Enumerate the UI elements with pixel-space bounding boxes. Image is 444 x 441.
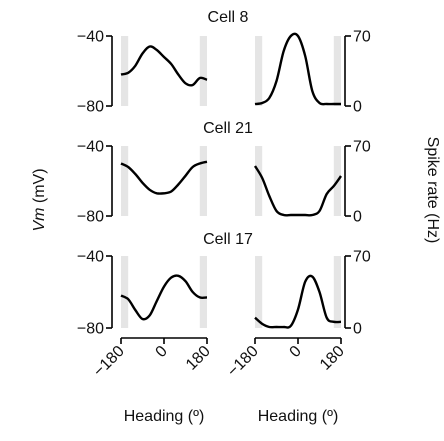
x-tick-label: 0 xyxy=(287,343,305,361)
vm-tick-label: −80 xyxy=(77,321,104,338)
panel-row: Cell 8 −80 −40 0 70 xyxy=(77,9,371,116)
x-tick-label: −180 xyxy=(224,343,262,381)
shade-vm xyxy=(121,36,129,106)
vm-tick-label: −40 xyxy=(77,139,104,156)
shade-rate xyxy=(333,256,341,328)
shade-vm xyxy=(121,146,129,216)
rate-tick-label: 0 xyxy=(353,99,362,116)
ylabel-left: Vm (mV) xyxy=(31,168,48,231)
rate-series-line xyxy=(254,32,341,106)
panel-title: Cell 21 xyxy=(203,120,253,137)
vm-series-line xyxy=(120,45,208,87)
shade-rate xyxy=(255,36,263,106)
x-axis-vm: −180 0 180 Heading (º) xyxy=(90,337,214,425)
shade-rate xyxy=(255,256,263,328)
panel-row: Cell 17 −80 −40 0 70 xyxy=(77,231,371,338)
rate-tick-label: 0 xyxy=(353,209,362,226)
x-tick-label: 0 xyxy=(153,343,171,361)
vm-series-line xyxy=(120,160,208,195)
shade-vm xyxy=(199,36,207,106)
x-axis-label: Heading (º) xyxy=(124,408,205,425)
x-tick-label: 180 xyxy=(317,343,348,374)
vm-tick-label: −80 xyxy=(77,99,104,116)
rate-tick-label: 70 xyxy=(353,139,371,156)
shade-vm xyxy=(121,256,129,328)
vm-series-line xyxy=(120,274,208,321)
shade-rate xyxy=(255,146,263,216)
rate-tick-label: 70 xyxy=(353,29,371,46)
x-axis-rate: −180 0 180 Heading (º) xyxy=(224,337,348,425)
ylabel-left-var: Vm xyxy=(31,208,48,232)
panel-row: Cell 21 −80 −40 0 70 xyxy=(77,120,371,226)
panel-title: Cell 17 xyxy=(203,231,253,248)
ylabel-right: Spike rate (Hz) xyxy=(424,137,441,244)
x-axis-label: Heading (º) xyxy=(258,408,339,425)
rate-series-line xyxy=(253,165,342,217)
x-tick-label: 180 xyxy=(183,343,214,374)
panels: Cell 8 −80 −40 0 70 Cell 21 −80 −40 0 70 Cell 17 −8… xyxy=(77,9,371,425)
shade-rate xyxy=(333,36,341,106)
ylabel-left-unit: (mV) xyxy=(31,168,48,207)
rate-tick-label: 70 xyxy=(353,249,371,266)
shade-vm xyxy=(199,146,207,216)
rate-tick-label: 0 xyxy=(353,321,362,338)
vm-tick-label: −40 xyxy=(77,249,104,266)
x-tick-label: −180 xyxy=(90,343,128,381)
shade-vm xyxy=(199,256,207,328)
panel-title: Cell 8 xyxy=(208,9,249,26)
vm-tick-label: −40 xyxy=(77,29,104,46)
rate-series-line xyxy=(254,274,342,329)
vm-tick-label: −80 xyxy=(77,209,104,226)
